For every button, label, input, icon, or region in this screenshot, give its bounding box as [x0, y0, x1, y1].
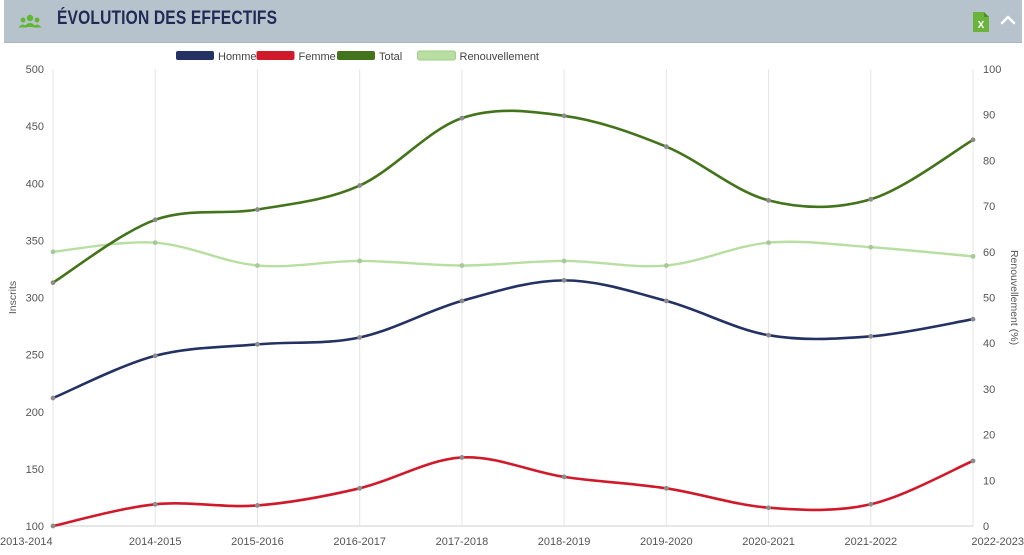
data-point-renouvellement: [152, 240, 158, 246]
data-point-renouvellement: [970, 253, 976, 259]
data-point-femme: [766, 505, 771, 511]
data-point-femme: [561, 474, 567, 480]
data-point-total: [766, 197, 771, 203]
data-point-homme: [970, 316, 976, 322]
data-point-femme: [970, 458, 976, 464]
x-tick-label: 2017-2018: [436, 536, 489, 548]
x-tick-label: 2016-2017: [333, 536, 386, 548]
legend-swatch-total: [337, 51, 375, 60]
x-tick-label: 2020-2021: [742, 536, 795, 548]
data-point-total: [868, 196, 874, 202]
y-left-tick-label: 200: [26, 407, 44, 419]
data-point-renouvellement: [868, 244, 874, 250]
legend-label-total: Total: [379, 51, 402, 63]
data-point-renouvellement: [357, 258, 363, 264]
data-point-femme: [255, 503, 260, 508]
y-right-tick-label: 20: [983, 430, 995, 442]
series-line-renouvellement: [52, 240, 974, 268]
legend-label-femme: Femme: [299, 51, 336, 63]
data-point-homme: [663, 298, 669, 304]
data-point-renouvellement: [766, 240, 771, 246]
grid-lines: [52, 69, 974, 527]
y-left-tick-label: 150: [26, 464, 44, 476]
y-left-axis-title: Inscrits: [7, 281, 19, 314]
data-point-renouvellement: [459, 263, 465, 268]
y-left-tick-label: 350: [26, 235, 44, 247]
data-point-total: [970, 137, 976, 143]
data-point-renouvellement: [255, 263, 260, 268]
panel-header: ÉVOLUTION DES EFFECTIFS X: [4, 0, 1022, 43]
data-point-homme: [561, 277, 567, 283]
y-right-tick-label: 40: [983, 338, 995, 350]
y-right-tick-label: 30: [983, 384, 995, 396]
x-tick-label: 2014-2015: [129, 536, 182, 548]
excel-icon-letter: X: [978, 20, 985, 31]
x-tick-label: 2013-2014: [0, 536, 53, 548]
data-point-total: [663, 144, 669, 150]
x-tick-label: 2021-2022: [844, 536, 897, 548]
legend-swatch-femme: [256, 51, 295, 60]
data-point-femme: [152, 501, 158, 507]
series-lines: [50, 109, 976, 529]
y-left-tick-label: 450: [26, 121, 44, 133]
data-point-homme: [766, 332, 771, 338]
data-point-homme: [868, 333, 874, 339]
y-right-tick-label: 80: [983, 155, 995, 167]
y-left-tick-label: 400: [26, 178, 44, 190]
series-line-femme: [52, 456, 974, 528]
axes: 2013-2014 2014-2015 2015-2016 2016-2017 2017…: [0, 64, 1024, 548]
data-point-total: [459, 115, 465, 121]
data-point-femme: [868, 501, 874, 507]
line-chart: 2013-2014 2014-2015 2015-2016 2016-2017 2017…: [0, 50, 1024, 548]
data-point-homme: [152, 353, 158, 359]
y-right-tick-label: 70: [983, 201, 995, 213]
legend-label-renouvellement: Renouvellement: [460, 51, 540, 63]
x-tick-label: 2015-2016: [231, 536, 284, 548]
y-right-tick-label: 10: [983, 475, 995, 487]
y-left-tick-label: 100: [26, 521, 44, 533]
data-point-total: [255, 207, 260, 212]
legend: Homme Femme Total Renouvellement: [176, 50, 540, 63]
series-line-total: [52, 109, 974, 284]
y-left-tick-label: 500: [26, 64, 44, 76]
data-point-homme: [255, 341, 260, 347]
data-point-total: [357, 183, 363, 188]
data-point-total: [152, 217, 158, 223]
data-point-total: [561, 113, 567, 119]
data-point-renouvellement: [50, 249, 56, 255]
x-tick-label: 2019-2020: [640, 536, 693, 548]
data-point-total: [50, 280, 56, 286]
data-point-femme: [663, 485, 669, 491]
users-icon: [18, 14, 42, 28]
data-point-femme: [357, 485, 363, 491]
y-right-tick-label: 60: [983, 247, 995, 259]
y-left-tick-label: 300: [26, 293, 44, 305]
y-right-tick-label: 0: [983, 521, 989, 533]
data-point-homme: [357, 335, 363, 340]
series-line-homme: [52, 279, 974, 400]
data-point-homme: [50, 395, 56, 401]
y-right-tick-label: 100: [983, 64, 1001, 76]
x-tick-label: 2018-2019: [538, 536, 591, 548]
page-title: ÉVOLUTION DES EFFECTIFS: [57, 8, 278, 29]
data-point-renouvellement: [561, 258, 567, 264]
data-point-femme: [459, 455, 465, 460]
data-point-femme: [50, 523, 56, 529]
legend-swatch-renouvellement: [417, 50, 456, 61]
y-right-tick-label: 90: [983, 110, 995, 122]
legend-swatch-homme: [176, 51, 214, 60]
y-right-tick-label: 50: [983, 293, 995, 305]
legend-label-homme: Homme: [218, 51, 257, 63]
x-tick-label: 2022-2023: [971, 536, 1024, 548]
y-left-tick-label: 250: [26, 350, 44, 362]
y-right-axis-title: Renouvellement (%): [1008, 250, 1020, 345]
data-point-homme: [459, 298, 465, 304]
chevron-up-icon[interactable]: [1000, 13, 1016, 27]
excel-icon[interactable]: X: [972, 11, 990, 33]
data-point-renouvellement: [663, 263, 669, 268]
